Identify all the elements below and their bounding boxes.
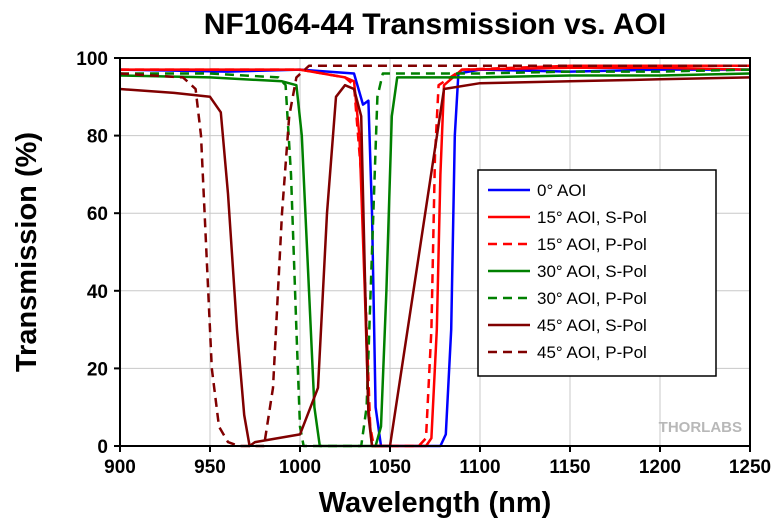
legend-label: 45° AOI, P-Pol: [537, 343, 647, 362]
x-tick-label: 1100: [459, 457, 500, 478]
x-tick-label: 1000: [279, 457, 321, 478]
thorlabs-watermark: THORLABS: [659, 419, 742, 436]
y-axis-ticks: 0 20 40 60 80 100: [76, 49, 120, 458]
y-tick-label: 100: [76, 49, 108, 70]
series-line-7: [119, 64, 750, 448]
plot-border: [119, 57, 751, 447]
y-tick-label: 40: [87, 282, 108, 303]
x-tick-label: 1250: [729, 457, 771, 478]
y-tick-label: 0: [97, 437, 108, 458]
y-tick-label: 80: [87, 127, 108, 148]
x-tick-label: 900: [104, 457, 136, 478]
y-axis-label: Transmission (%): [11, 132, 43, 372]
x-tick-label: 1150: [549, 457, 590, 478]
x-axis-label: Wavelength (nm): [319, 487, 552, 519]
legend-label: 0° AOI: [537, 181, 586, 200]
y-tick-label: 20: [87, 359, 108, 380]
x-axis-ticks: 900 950 1000 1050 1100 1150 1200 1250: [104, 446, 771, 478]
legend-label: 15° AOI, S-Pol: [537, 208, 647, 227]
x-tick-label: 950: [194, 457, 226, 478]
series-line-6: [119, 76, 751, 448]
legend-label: 30° AOI, P-Pol: [537, 289, 647, 308]
legend-label: 15° AOI, P-Pol: [537, 235, 647, 254]
legend-label: 30° AOI, S-Pol: [537, 262, 647, 281]
legend: 0° AOI 15° AOI, S-Pol 15° AOI, P-Pol 30° AO…: [477, 169, 717, 377]
chart-title: NF1064-44 Transmission vs. AOI: [204, 8, 666, 41]
x-tick-label: 1050: [369, 457, 411, 478]
y-tick-label: 60: [87, 204, 108, 225]
x-tick-label: 1200: [639, 457, 681, 478]
legend-box: [477, 169, 717, 377]
legend-label: 45° AOI, S-Pol: [537, 316, 647, 335]
